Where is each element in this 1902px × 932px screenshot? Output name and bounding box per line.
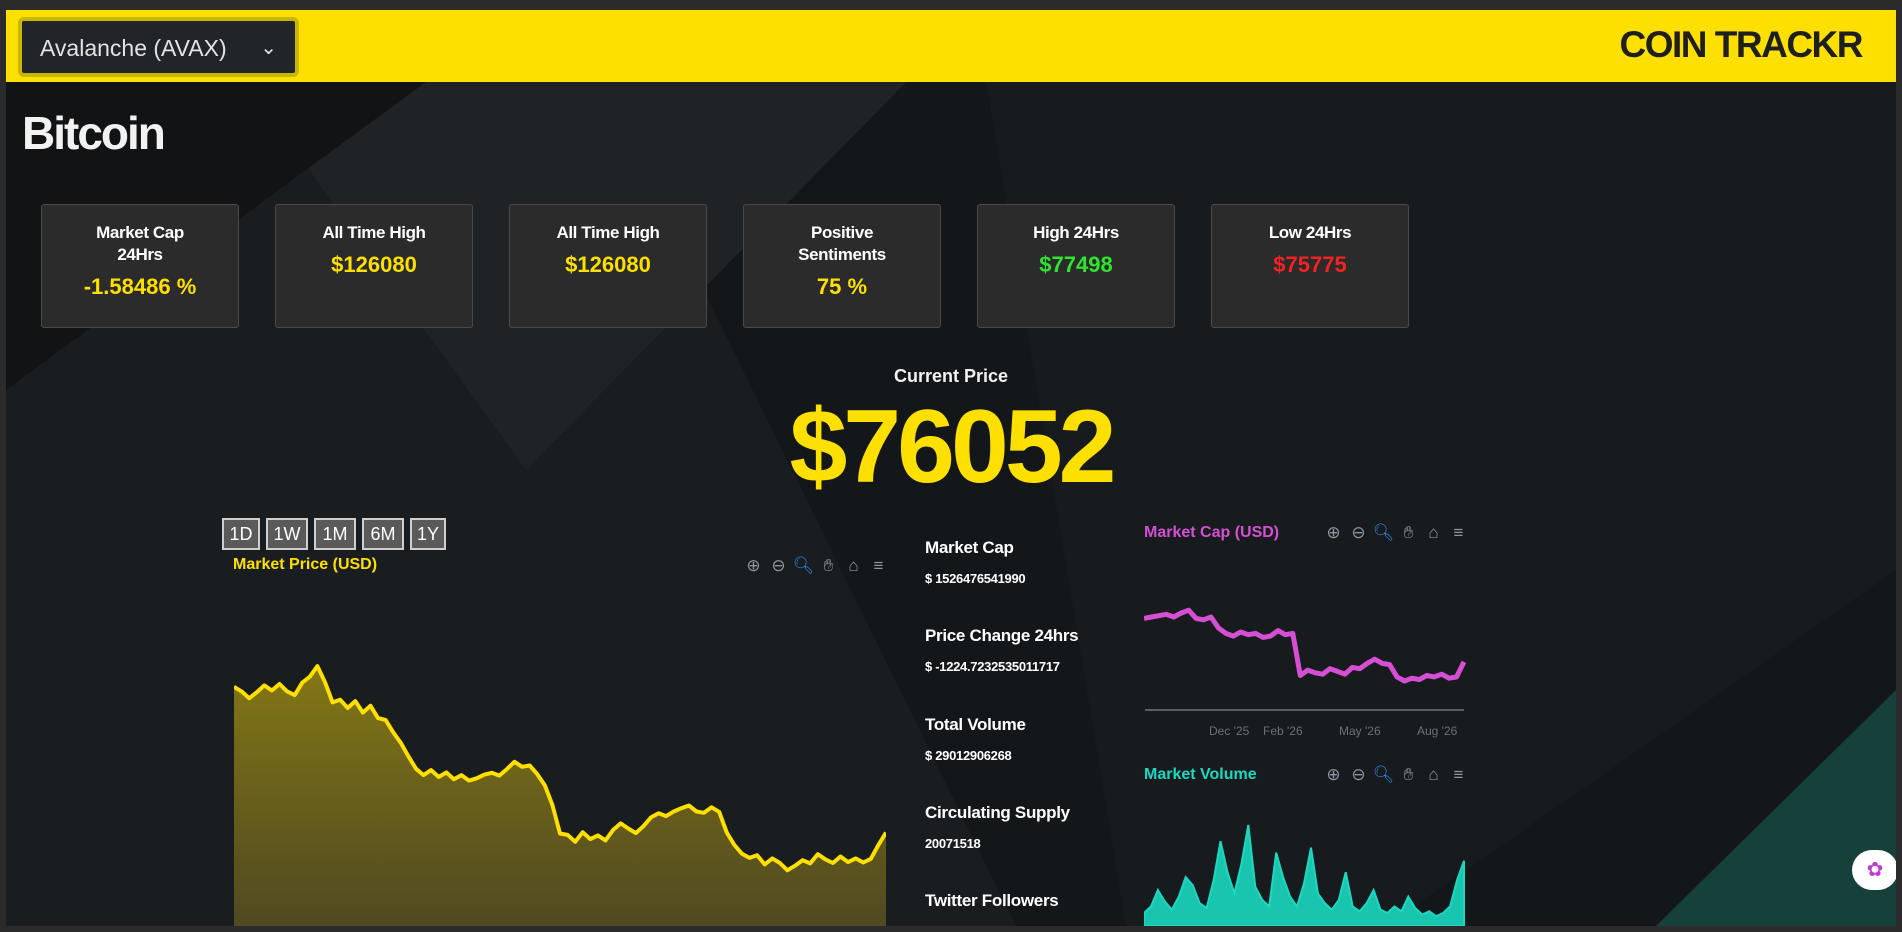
- market-cap-chart-toolbar: ⊕ ⊖ 🔍︎ ✋︎ ⌂ ≡: [1321, 523, 1471, 545]
- zoom-select-icon[interactable]: 🔍︎: [1372, 765, 1395, 784]
- brand-logo: COIN TRACKR: [1619, 24, 1864, 65]
- stat-label: Price Change 24hrs: [925, 626, 1079, 645]
- range-button-1m[interactable]: 1M: [314, 518, 356, 550]
- stat-total-volume: Total Volume $ 29012906268: [925, 715, 1026, 763]
- stat-market-cap: Market Cap $ 1526476541990: [925, 538, 1026, 586]
- volume-area-fill: [1144, 824, 1465, 926]
- pan-hand-icon[interactable]: ✋︎: [823, 556, 834, 575]
- stat-circulating-supply: Circulating Supply 20071518: [925, 803, 1070, 851]
- top-bar: Avalanche (AVAX) ⌄ COIN TRACKR: [6, 10, 1896, 82]
- home-icon[interactable]: ⌂: [848, 556, 859, 575]
- menu-icon[interactable]: ≡: [1453, 523, 1464, 542]
- stat-label: Twitter Followers: [925, 891, 1059, 910]
- chevron-down-icon: ⌄: [260, 37, 277, 59]
- zoom-select-icon[interactable]: 🔍︎: [1372, 523, 1395, 542]
- current-price-label: Current Price: [893, 366, 1009, 386]
- stat-card-positive-sentiments: Positive Sentiments 75 %: [743, 204, 941, 328]
- stat-value: $ -1224.7232535011717: [925, 659, 1060, 674]
- zoom-in-icon[interactable]: ⊕: [746, 556, 761, 575]
- price-chart: [234, 664, 886, 926]
- market-cap-series-line: [1144, 607, 1467, 684]
- card-label: All Time High: [322, 223, 426, 242]
- home-icon[interactable]: ⌂: [1428, 523, 1439, 542]
- card-label: Market Cap 24Hrs: [96, 223, 184, 264]
- zoom-out-icon[interactable]: ⊖: [1351, 765, 1366, 784]
- card-value: $77498: [1039, 252, 1113, 277]
- app-window: Avalanche (AVAX) ⌄ COIN TRACKR Bitcoin M…: [6, 10, 1896, 926]
- stat-label: Market Cap: [925, 538, 1014, 557]
- card-label: High 24Hrs: [1033, 223, 1119, 242]
- coin-select-value: Avalanche (AVAX): [40, 35, 227, 61]
- card-value: -1.58486 %: [83, 274, 197, 299]
- stat-label: Total Volume: [925, 715, 1026, 734]
- market-volume-chart: [1144, 824, 1465, 926]
- card-label: All Time High: [556, 223, 660, 242]
- zoom-out-icon[interactable]: ⊖: [1351, 523, 1366, 542]
- range-button-1w[interactable]: 1W: [266, 518, 308, 550]
- assistant-brain-icon[interactable]: ✿: [1852, 850, 1896, 890]
- home-icon[interactable]: ⌂: [1428, 765, 1439, 784]
- pan-hand-icon[interactable]: ✋︎: [1403, 765, 1414, 784]
- current-price-value: $76052: [789, 389, 1116, 505]
- market-cap-chart: [1144, 607, 1467, 711]
- stat-value: $ 1526476541990: [925, 571, 1026, 586]
- card-label: Positive Sentiments: [798, 223, 886, 264]
- stat-card-low-24hrs: Low 24Hrs $75775: [1211, 204, 1409, 328]
- price-chart-title: Market Price (USD): [233, 556, 378, 573]
- market-volume-chart-toolbar: ⊕ ⊖ 🔍︎ ✋︎ ⌂ ≡: [1321, 765, 1471, 787]
- market-volume-chart-title: Market Volume: [1144, 766, 1257, 783]
- card-label: Low 24Hrs: [1268, 223, 1352, 242]
- x-tick-label: Dec '25: [1209, 724, 1250, 738]
- range-button-6m[interactable]: 6M: [362, 518, 404, 550]
- zoom-in-icon[interactable]: ⊕: [1326, 765, 1341, 784]
- x-tick-label: May '26: [1339, 724, 1381, 738]
- zoom-out-icon[interactable]: ⊖: [771, 556, 786, 575]
- card-value: 75 %: [816, 274, 868, 299]
- menu-icon[interactable]: ≡: [873, 556, 884, 575]
- zoom-select-icon[interactable]: 🔍︎: [792, 556, 815, 575]
- card-value: $75775: [1273, 252, 1347, 277]
- stat-card-high-24hrs: High 24Hrs $77498: [977, 204, 1175, 328]
- price-series-line: [234, 664, 886, 873]
- stat-twitter-followers: Twitter Followers: [925, 891, 1059, 911]
- stat-value: 20071518: [925, 836, 981, 851]
- card-value: $126080: [331, 252, 417, 277]
- range-button-1y[interactable]: 1Y: [410, 518, 446, 550]
- stat-value: $ 29012906268: [925, 748, 1012, 763]
- stat-label: Circulating Supply: [925, 803, 1070, 822]
- stat-card-all-time-high: All Time High $126080: [275, 204, 473, 328]
- stat-card-all-time-high-2: All Time High $126080: [509, 204, 707, 328]
- range-button-1d[interactable]: 1D: [222, 518, 260, 550]
- card-value: $126080: [565, 252, 651, 277]
- menu-icon[interactable]: ≡: [1453, 765, 1464, 784]
- price-area-fill: [234, 666, 886, 926]
- stat-card-market-cap-change: Market Cap 24Hrs -1.58486 %: [41, 204, 239, 328]
- stat-price-change: Price Change 24hrs $ -1224.7232535011717: [925, 626, 1079, 674]
- x-tick-label: Aug '26: [1417, 724, 1458, 738]
- pan-hand-icon[interactable]: ✋︎: [1403, 523, 1414, 542]
- zoom-in-icon[interactable]: ⊕: [1326, 523, 1341, 542]
- coin-select-dropdown[interactable]: Avalanche (AVAX) ⌄: [18, 17, 299, 77]
- coin-title: Bitcoin: [22, 107, 166, 159]
- market-cap-chart-title: Market Cap (USD): [1144, 524, 1280, 541]
- x-tick-label: Feb '26: [1263, 724, 1303, 738]
- price-chart-toolbar: ⊕ ⊖ 🔍︎ ✋︎ ⌂ ≡: [741, 556, 891, 578]
